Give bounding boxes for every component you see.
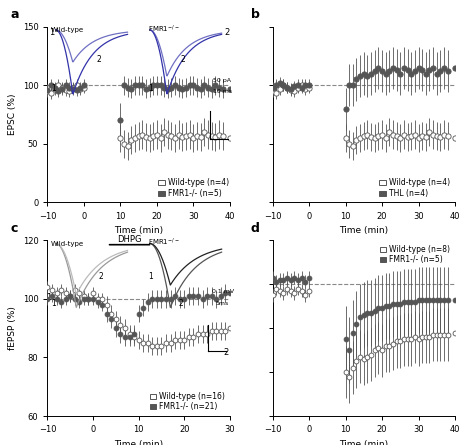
Text: 1: 1 (49, 28, 55, 37)
Legend: Wild-type (n=16), FMR1-/- (n=21): Wild-type (n=16), FMR1-/- (n=21) (149, 391, 226, 412)
Text: DHPG: DHPG (117, 235, 142, 244)
Legend: Wild-type (n=4), THL (n=4): Wild-type (n=4), THL (n=4) (379, 178, 451, 198)
Text: c: c (11, 222, 18, 235)
Text: 2: 2 (223, 348, 228, 356)
X-axis label: Time (min): Time (min) (339, 440, 388, 445)
Y-axis label: EPSC (%): EPSC (%) (8, 94, 17, 135)
Text: d: d (251, 222, 260, 235)
Legend: Wild-type (n=4), FMR1-/- (n=5): Wild-type (n=4), FMR1-/- (n=5) (157, 178, 230, 198)
X-axis label: Time (min): Time (min) (114, 440, 163, 445)
X-axis label: Time (min): Time (min) (339, 226, 388, 235)
Text: 2: 2 (224, 28, 230, 37)
Text: 1: 1 (46, 293, 52, 302)
Y-axis label: fEPSP (%): fEPSP (%) (8, 306, 17, 350)
X-axis label: Time (min): Time (min) (114, 226, 163, 235)
Legend: Wild-type (n=8), FMR1-/- (n=5): Wild-type (n=8), FMR1-/- (n=5) (379, 244, 451, 265)
Text: b: b (251, 8, 260, 21)
Text: a: a (11, 8, 19, 21)
